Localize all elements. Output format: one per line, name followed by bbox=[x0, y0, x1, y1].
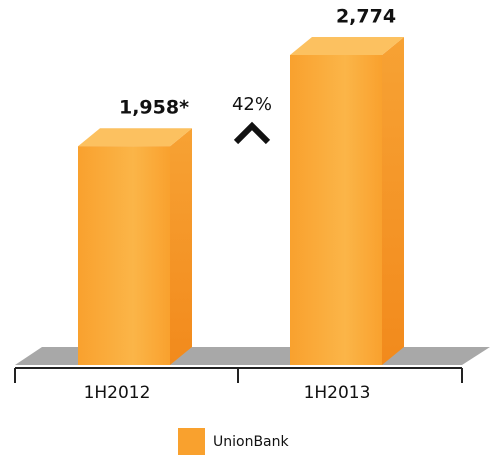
x-tick-label: 1H2013 bbox=[304, 383, 371, 403]
legend-swatch bbox=[178, 428, 205, 455]
value-label: 2,774 bbox=[336, 6, 396, 28]
x-tick-label: 1H2012 bbox=[84, 383, 151, 403]
up-arrow bbox=[233, 121, 271, 145]
bar-side bbox=[170, 128, 192, 365]
bar bbox=[78, 128, 192, 365]
bar-front bbox=[78, 146, 170, 365]
bar-front bbox=[290, 55, 382, 365]
annotation: 42% bbox=[232, 94, 272, 115]
value-label: 1,958* bbox=[119, 97, 189, 119]
bar-top bbox=[290, 37, 404, 55]
legend-label: UnionBank bbox=[213, 434, 290, 450]
bar bbox=[290, 37, 404, 365]
bar-top bbox=[78, 128, 192, 147]
bar-side bbox=[382, 37, 404, 365]
